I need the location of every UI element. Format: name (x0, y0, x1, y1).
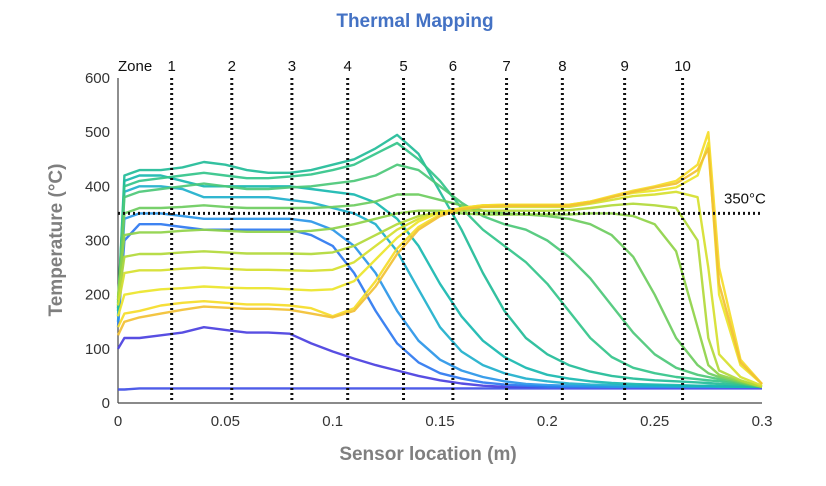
y-tick-label: 200 (85, 287, 110, 304)
x-axis-title: Sensor location (m) (339, 444, 516, 465)
zone-label-3: 3 (288, 58, 296, 75)
y-axis-title: Temperature (°C) (46, 164, 67, 317)
y-tick-label: 100 (85, 341, 110, 358)
x-tick-label: 0.2 (537, 413, 558, 430)
series-line-2 (118, 387, 762, 391)
series-line-10 (116, 193, 763, 388)
zone-label-7: 7 (502, 58, 510, 75)
series-line-13 (116, 190, 763, 387)
zone-prefix-label: Zone (118, 58, 152, 75)
zone-label-1: 1 (167, 58, 175, 75)
x-tick-label: 0 (114, 413, 122, 430)
zone-label-10: 10 (674, 58, 691, 75)
series-line-16 (116, 147, 763, 385)
reference-line-group: 350°C (118, 190, 766, 215)
y-tick-label: 500 (85, 124, 110, 141)
zone-label-2: 2 (228, 58, 236, 75)
x-tick-label: 0.05 (211, 413, 240, 430)
series-line-15 (116, 131, 763, 385)
y-tick-label: 0 (102, 395, 110, 412)
series-line-8 (116, 141, 763, 388)
y-tick-label: 600 (85, 70, 110, 87)
series-line-9 (116, 163, 763, 388)
series-line-1 (116, 326, 762, 388)
zone-label-4: 4 (344, 58, 352, 75)
y-tick-label: 300 (85, 233, 110, 250)
zone-lines: 1 2 3 4 5 6 7 8 9 10 (167, 58, 691, 403)
tick-labels: 0 0.05 0.1 0.15 0.2 0.25 0.3 0 100 200 300 400 500 60… (85, 70, 772, 430)
x-tick-label: 0.15 (425, 413, 454, 430)
y-tick-label: 400 (85, 178, 110, 195)
chart-title: Thermal Mapping (336, 11, 493, 32)
zone-label-6: 6 (449, 58, 457, 75)
plot-frame (117, 78, 762, 404)
series-line-7 (116, 133, 763, 388)
x-tick-label: 0.3 (752, 413, 773, 430)
series-line-6 (116, 174, 762, 388)
zone-label-5: 5 (399, 58, 407, 75)
x-tick-label: 0.25 (640, 413, 669, 430)
series-line-14 (116, 141, 763, 385)
series-group (116, 131, 763, 391)
zone-label-8: 8 (558, 58, 566, 75)
series-line-11 (116, 209, 763, 388)
reference-line-label: 350°C (724, 190, 766, 207)
x-tick-label: 0.1 (322, 413, 343, 430)
zone-label-9: 9 (620, 58, 628, 75)
